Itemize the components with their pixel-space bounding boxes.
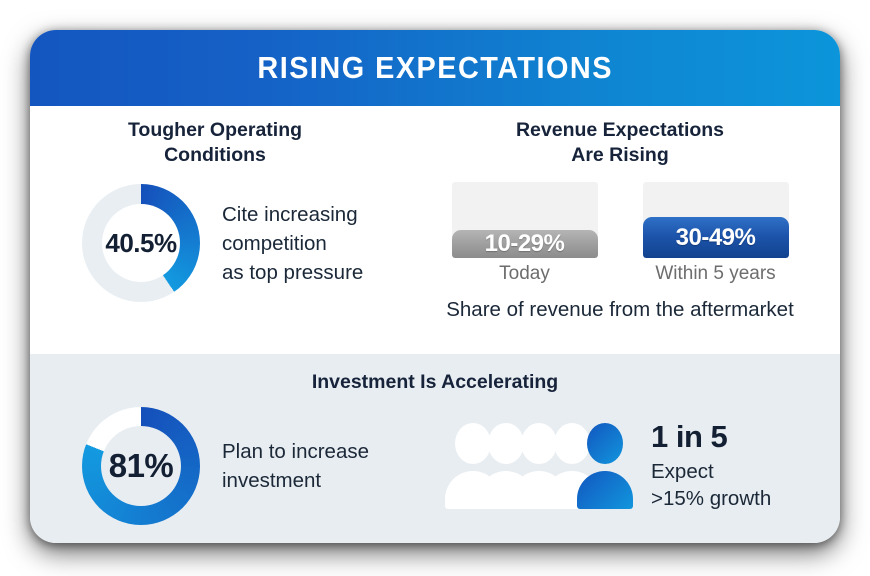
competition-description-line3: as top pressure <box>222 260 364 284</box>
person-head-icon <box>455 423 491 464</box>
infographic-card: RISING EXPECTATIONS Tougher Operating Co… <box>30 30 840 543</box>
competition-description: Cite increasing competition as top press… <box>222 200 363 287</box>
bar-chart-revenue: 10-29% Today 30-49% Within 5 years <box>400 182 840 285</box>
pictogram-growth-expectation: 1 in 5 Expect >15% growth <box>445 420 771 512</box>
donut-value-competition: 40.5% <box>105 227 177 258</box>
panel-heading-competition-line1: Tougher Operating <box>127 119 303 141</box>
pictogram-subtext-line1: Expect <box>651 460 714 483</box>
person-head-icon <box>587 423 623 464</box>
panel-tougher-operating-conditions: Tougher Operating Conditions 40.5% Cite … <box>30 106 400 354</box>
revenue-footnote: Share of revenue from the aftermarket <box>446 298 794 321</box>
pictogram-headline: 1 in 5 <box>651 419 728 454</box>
investment-stat-row: 81% Plan to increase investment 1 in 5 <box>30 407 840 525</box>
person-head-icon <box>488 423 524 464</box>
donut-chart-investment: 81% <box>82 407 200 525</box>
donut-chart-competition: 40.5% <box>82 184 200 302</box>
panel-heading-revenue-line1: Revenue Expectations <box>515 119 725 141</box>
bar-caption-today: Today <box>499 263 550 284</box>
investment-description-line2: investment <box>222 469 322 492</box>
person-head-icon <box>554 423 590 464</box>
person-head-icon <box>521 423 557 464</box>
panel-heading-competition-line2: Conditions <box>164 144 266 166</box>
donut-value-investment: 81% <box>108 447 174 484</box>
panel-heading-revenue: Revenue Expectations Are Rising <box>400 118 840 168</box>
donut-center-investment: 81% <box>101 426 181 506</box>
pictogram-text: 1 in 5 Expect >15% growth <box>651 420 771 512</box>
bar-track-within-5-years: 30-49% <box>642 182 789 258</box>
bar-group-today: 10-29% Today <box>451 182 598 285</box>
bar-value-within-5-years: 30-49% <box>675 223 756 251</box>
panel-heading-competition: Tougher Operating Conditions <box>30 118 400 168</box>
bar-fill-today: 10-29% <box>451 230 598 258</box>
people-icon-group <box>445 423 635 509</box>
person-icon-highlighted <box>577 423 633 509</box>
person-body-icon <box>577 471 633 509</box>
top-section: Tougher Operating Conditions 40.5% Cite … <box>30 106 840 354</box>
card-header: RISING EXPECTATIONS <box>30 30 840 106</box>
investment-description: Plan to increase investment <box>222 437 427 495</box>
competition-description-line2: competition <box>222 231 327 255</box>
pictogram-subtext: Expect >15% growth <box>651 458 771 512</box>
page-title: RISING EXPECTATIONS <box>257 50 613 85</box>
panel-heading-investment: Investment Is Accelerating <box>311 371 559 393</box>
bottom-section: Investment Is Accelerating 81% Plan to i… <box>30 354 840 543</box>
bar-value-today: 10-29% <box>484 230 565 257</box>
bar-caption-within-5-years: Within 5 years <box>655 263 776 284</box>
panel-heading-revenue-line2: Are Rising <box>571 144 669 166</box>
investment-description-line1: Plan to increase <box>222 440 370 463</box>
bar-fill-within-5-years: 30-49% <box>642 217 789 258</box>
panel-revenue-expectations: Revenue Expectations Are Rising 10-29% T… <box>400 106 840 354</box>
competition-description-line1: Cite increasing <box>222 202 358 226</box>
bar-track-today: 10-29% <box>451 182 598 258</box>
donut-center-competition: 40.5% <box>102 204 180 282</box>
pictogram-subtext-line2: >15% growth <box>651 487 772 510</box>
competition-stat-row: 40.5% Cite increasing competition as top… <box>30 184 400 302</box>
bar-group-within-5-years: 30-49% Within 5 years <box>642 182 789 285</box>
